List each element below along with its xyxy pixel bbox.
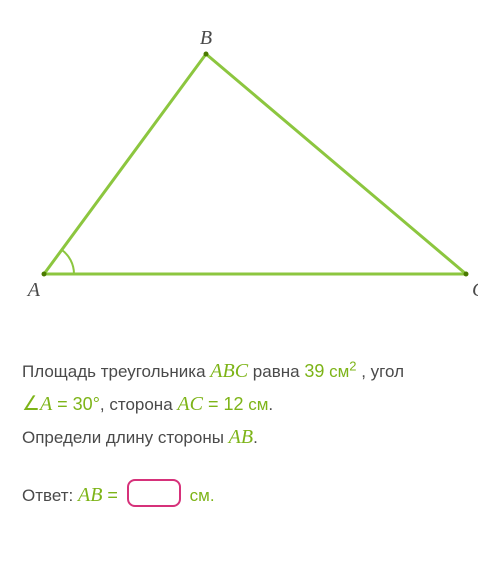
side-ab: AB [229, 426, 253, 448]
txt: , сторона [100, 395, 177, 414]
angle-value: 30 [73, 394, 93, 414]
area-value: 39 [304, 361, 324, 381]
answer-var: AB [78, 484, 102, 506]
txt: , угол [357, 362, 405, 381]
angle-var: A [40, 393, 52, 415]
side-ac: AC [177, 393, 203, 415]
txt: Определи длину стороны [22, 428, 229, 447]
txt: . [268, 395, 273, 414]
eq: = [203, 394, 224, 414]
answer-unit: см. [185, 486, 215, 505]
txt: равна [248, 362, 304, 381]
area-exp: 2 [349, 359, 356, 374]
eq: = [52, 394, 73, 414]
triangle-name: ABC [210, 360, 248, 382]
answer-input[interactable] [127, 479, 181, 507]
triangle-figure: A B C [22, 24, 478, 304]
answer-line: Ответ: AB = см. [22, 479, 478, 511]
svg-text:C: C [472, 279, 478, 301]
txt: Площадь треугольника [22, 362, 210, 381]
deg: ° [93, 394, 100, 414]
answer-label: Ответ: [22, 486, 78, 505]
angle-symbol: ∠ [22, 393, 40, 415]
txt: . [253, 428, 258, 447]
problem-text: Площадь треугольника ABC равна 39 см2 , … [22, 356, 478, 511]
svg-text:B: B [200, 27, 212, 49]
svg-text:A: A [26, 279, 41, 301]
eq: = [102, 485, 123, 505]
side-ac-value: 12 [223, 394, 243, 414]
area-unit: см [329, 362, 349, 381]
cm: см [248, 395, 268, 414]
